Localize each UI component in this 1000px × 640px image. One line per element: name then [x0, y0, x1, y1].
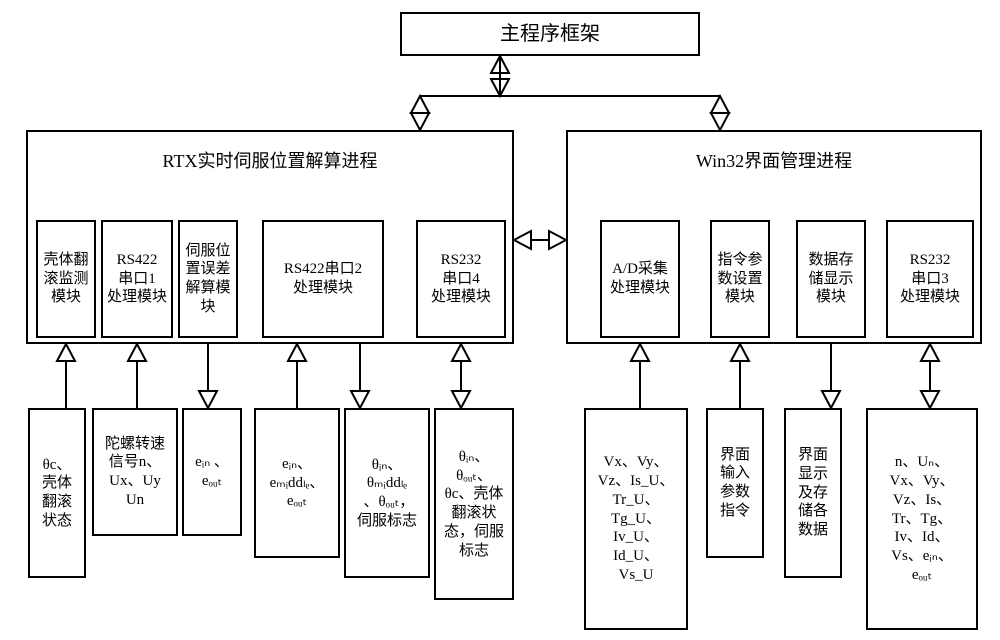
right-data-0: Vx、Vy、 Vz、Is_U、 Tr_U、 Tg_U、 Iv_U、 Id_U、 …: [584, 408, 688, 630]
left-mod-1: RS422 串口1 处理模块: [101, 220, 173, 338]
left-data-3: eᵢₙ、 eₘᵢddₗₑ、 eₒᵤₜ: [254, 408, 340, 558]
left-mod-2: 伺服位置误差解算模块: [178, 220, 238, 338]
left-mod-2-label: 伺服位置误差解算模块: [184, 242, 232, 317]
right-process-label: Win32界面管理进程: [572, 150, 976, 173]
right-mod-3: RS232 串口3 处理模块: [886, 220, 974, 338]
diagram-canvas: 主程序框架 RTX实时伺服位置解算进程 Win32界面管理进程 壳体翻滚监测模块…: [0, 0, 1000, 640]
right-data-1-label: 界面 输入 参数 指令: [712, 446, 758, 521]
left-data-4: θᵢₙ、 θₘᵢddₗₑ 、θₒᵤₜ， 伺服标志: [344, 408, 430, 578]
left-data-1-label: 陀螺转速 信号n、 Ux、Uy Un: [98, 435, 172, 510]
right-mod-1-label: 指令参数设置模块: [716, 251, 764, 307]
right-mod-0: A/D采集处理模块: [600, 220, 680, 338]
right-mod-2: 数据存储显示模块: [796, 220, 866, 338]
root-label: 主程序框架: [406, 22, 694, 47]
left-data-4-label: θᵢₙ、 θₘᵢddₗₑ 、θₒᵤₜ， 伺服标志: [350, 456, 424, 531]
right-data-2: 界面 显示 及存 储各 数据: [784, 408, 842, 578]
left-process-label: RTX实时伺服位置解算进程: [32, 150, 508, 173]
right-mod-3-label: RS232 串口3 处理模块: [892, 251, 968, 307]
left-mod-0: 壳体翻滚监测模块: [36, 220, 96, 338]
left-mod-1-label: RS422 串口1 处理模块: [107, 251, 167, 307]
left-mod-3: RS422串口2 处理模块: [262, 220, 384, 338]
root-box: 主程序框架: [400, 12, 700, 56]
left-mod-4-label: RS232 串口4 处理模块: [422, 251, 500, 307]
right-data-0-label: Vx、Vy、 Vz、Is_U、 Tr_U、 Tg_U、 Iv_U、 Id_U、 …: [590, 453, 682, 584]
right-data-1: 界面 输入 参数 指令: [706, 408, 764, 558]
left-data-5-label: θᵢₙ、 θₒᵤₜ、 θc、壳体 翻滚状 态，伺服 标志: [440, 448, 508, 561]
left-data-0: θc、 壳体 翻滚 状态: [28, 408, 86, 578]
left-mod-3-label: RS422串口2 处理模块: [268, 260, 378, 298]
left-data-0-label: θc、 壳体 翻滚 状态: [34, 456, 80, 531]
left-data-3-label: eᵢₙ、 eₘᵢddₗₑ、 eₒᵤₜ: [260, 455, 334, 511]
right-mod-0-label: A/D采集处理模块: [606, 260, 674, 298]
right-data-3: n、Uₙ、 Vx、Vy、 Vz、Is、 Tr、Tg、 Iv、Id、 Vs、eᵢₙ…: [866, 408, 978, 630]
left-mod-4: RS232 串口4 处理模块: [416, 220, 506, 338]
left-data-2: eᵢₙ 、 eₒᵤₜ: [182, 408, 242, 536]
right-data-2-label: 界面 显示 及存 储各 数据: [790, 446, 836, 540]
left-data-1: 陀螺转速 信号n、 Ux、Uy Un: [92, 408, 178, 536]
left-mod-0-label: 壳体翻滚监测模块: [42, 251, 90, 307]
right-mod-2-label: 数据存储显示模块: [802, 251, 860, 307]
left-data-2-label: eᵢₙ 、 eₒᵤₜ: [188, 453, 236, 491]
right-data-3-label: n、Uₙ、 Vx、Vy、 Vz、Is、 Tr、Tg、 Iv、Id、 Vs、eᵢₙ…: [872, 453, 972, 584]
right-mod-1: 指令参数设置模块: [710, 220, 770, 338]
left-data-5: θᵢₙ、 θₒᵤₜ、 θc、壳体 翻滚状 态，伺服 标志: [434, 408, 514, 600]
